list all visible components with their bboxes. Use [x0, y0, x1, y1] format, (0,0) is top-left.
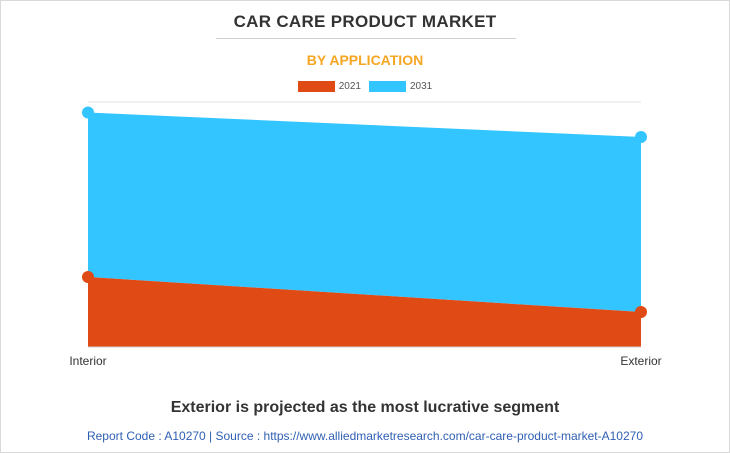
x-tick-label-interior: Interior — [69, 354, 106, 368]
chart-title: CAR CARE PRODUCT MARKET — [233, 12, 497, 31]
data-point-2021-interior — [82, 271, 94, 283]
area-series-2021 — [88, 277, 641, 347]
chart-subtitle: BY APPLICATION — [306, 52, 424, 68]
chart-legend: 2021 2031 — [1, 81, 729, 92]
legend-item-2031[interactable]: 2031 — [369, 81, 432, 92]
legend-swatch-2021 — [297, 81, 335, 92]
source-line[interactable]: Report Code : A10270 | Source : https://… — [86, 429, 644, 443]
area-series-2031 — [88, 112, 641, 312]
data-point-2031-interior — [82, 106, 94, 119]
title-divider — [216, 38, 516, 39]
data-point-2021-exterior — [635, 306, 647, 318]
legend-swatch-2031 — [369, 81, 406, 92]
chart-caption: Exterior is projected as the most lucrat… — [170, 399, 560, 416]
data-point-2031-exterior — [635, 131, 647, 143]
legend-label-2031: 2031 — [410, 81, 433, 92]
x-tick-label-exterior: Exterior — [620, 354, 661, 368]
legend-item-2021[interactable]: 2021 — [297, 81, 361, 92]
legend-label-2021: 2021 — [338, 81, 361, 92]
